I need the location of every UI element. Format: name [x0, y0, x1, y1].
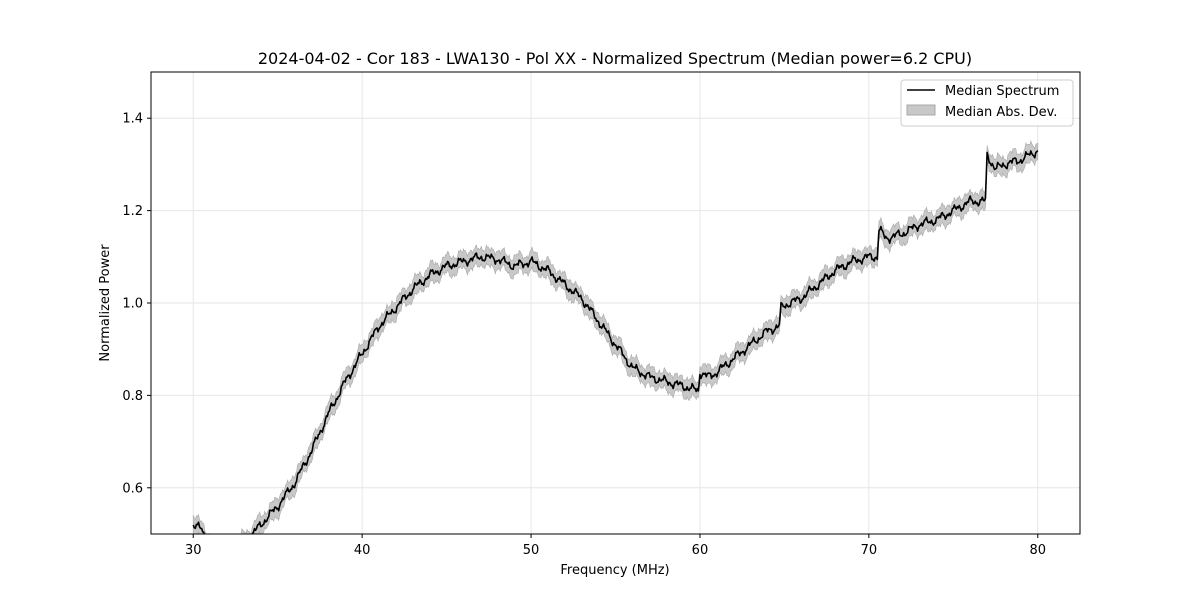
- legend-label-median-abs-dev: Median Abs. Dev.: [945, 105, 1057, 120]
- legend-box: [900, 79, 1074, 127]
- x-axis-title: Frequency (MHz): [560, 563, 669, 578]
- mad-band-layer: [192, 140, 1039, 534]
- axis-ticks: 30 40 50 60 70 80 0.6 0.8 1.0 1.2 1.4: [122, 112, 1046, 558]
- x-tick-label: 40: [354, 543, 371, 558]
- x-tick-label: 70: [861, 543, 878, 558]
- y-tick-label: 1.4: [122, 112, 143, 127]
- legend: Median Spectrum Median Abs. Dev.: [900, 79, 1074, 127]
- x-tick-label: 60: [692, 543, 709, 558]
- legend-band-swatch: [906, 104, 936, 116]
- legend-label-median-spectrum: Median Spectrum: [945, 84, 1059, 99]
- y-tick-label: 1.0: [122, 297, 143, 312]
- chart-title: 2024-04-02 - Cor 183 - LWA130 - Pol XX -…: [258, 49, 972, 68]
- median-spectrum-line: [192, 150, 1039, 534]
- x-tick-label: 50: [523, 543, 540, 558]
- y-tick-label: 0.8: [122, 389, 143, 404]
- y-tick-label: 0.6: [122, 481, 143, 496]
- median-abs-dev-band: [192, 140, 1039, 534]
- x-tick-label: 30: [185, 543, 202, 558]
- y-tick-label: 1.2: [122, 204, 143, 219]
- median-line-layer: [192, 150, 1039, 534]
- y-axis-title: Normalized Power: [98, 244, 113, 362]
- x-tick-label: 80: [1029, 543, 1046, 558]
